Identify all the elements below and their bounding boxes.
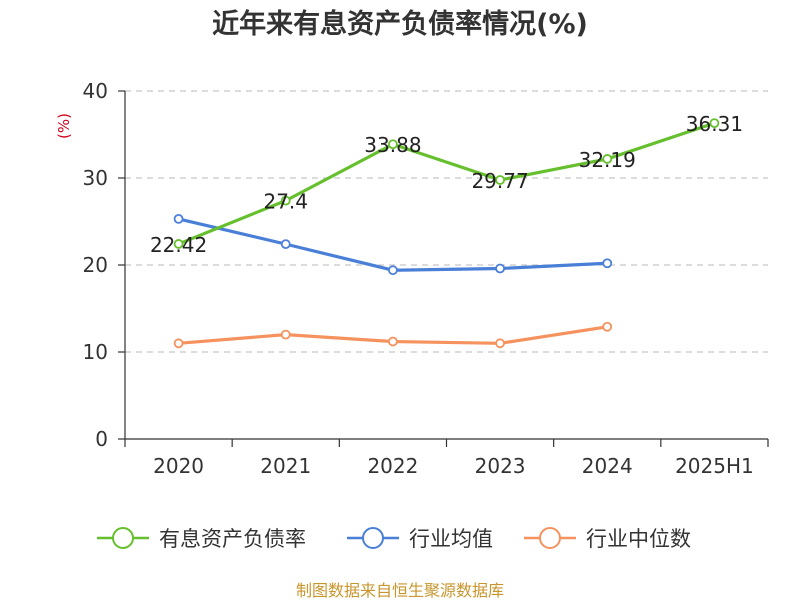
data-point: [495, 263, 505, 274]
series-line: [177, 121, 715, 246]
x-tick-label: 2022: [367, 454, 418, 478]
legend-marker: [112, 527, 134, 549]
data-point: [388, 139, 398, 150]
data-point: [388, 265, 398, 276]
legend-label: 行业均值: [409, 527, 493, 551]
data-label: 29.77: [471, 169, 528, 193]
chart-title: 近年来有息资产负债率情况(%): [212, 9, 588, 40]
data-point: [602, 154, 613, 164]
x-tick-label: 2023: [475, 454, 526, 478]
data-point: [173, 213, 184, 224]
legend-marker: [539, 527, 561, 549]
x-tick-label: 2020: [153, 454, 204, 478]
data-label: 22.42: [150, 233, 207, 257]
data-point: [495, 338, 505, 349]
data-point: [173, 338, 184, 349]
data-point: [602, 321, 613, 332]
data-point: [495, 175, 505, 185]
x-tick-label: 2021: [260, 454, 311, 478]
y-tick-label: 10: [83, 340, 108, 364]
data-point: [280, 329, 291, 340]
legend-label: 行业中位数: [586, 527, 691, 551]
data-point: [280, 239, 291, 250]
source-note: 制图数据来自恒生聚源数据库: [295, 581, 504, 600]
y-tick-label: 40: [83, 79, 108, 103]
y-tick-label: 30: [83, 166, 108, 190]
data-label: 36.31: [686, 112, 743, 136]
data-point: [602, 258, 613, 269]
legend-marker: [362, 527, 384, 549]
y-axis-label: (%): [55, 113, 73, 139]
data-point: [173, 239, 184, 249]
data-label: 33.88: [364, 133, 421, 157]
data-label: 32.19: [579, 148, 636, 172]
data-point: [388, 336, 398, 347]
legend-label: 有息资产负债率: [159, 527, 306, 551]
x-tick-label: 2025H1: [675, 454, 754, 478]
data-point: [709, 118, 720, 129]
series-line: [178, 217, 608, 272]
y-tick-label: 0: [95, 427, 108, 451]
y-tick-label: 20: [83, 253, 108, 277]
data-label: 27.4: [263, 190, 308, 214]
x-tick-label: 2024: [582, 454, 633, 478]
data-point: [280, 195, 291, 206]
